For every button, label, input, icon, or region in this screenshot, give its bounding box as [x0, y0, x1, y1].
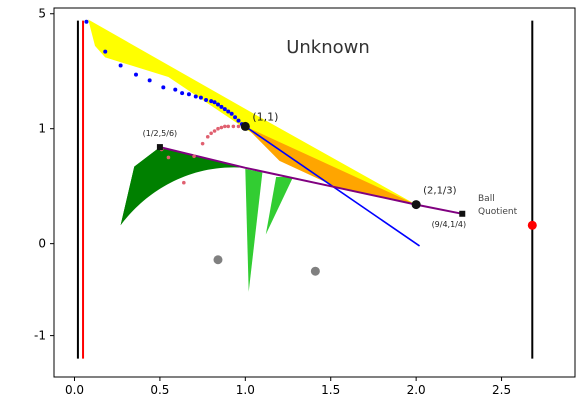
blue-point	[215, 102, 220, 107]
blue-point	[161, 85, 166, 90]
annotation-ball: Ball	[478, 194, 495, 204]
blue-point	[233, 115, 238, 120]
blue-point	[133, 72, 138, 77]
pink-point	[192, 154, 196, 159]
blue-point	[186, 92, 191, 97]
blue-point	[180, 91, 185, 96]
blue-point	[204, 97, 209, 102]
blue-point	[209, 99, 214, 104]
blue-point	[118, 63, 123, 68]
x-tick-label: 2.0	[407, 383, 426, 397]
point-label: (1/2,5/6)	[143, 129, 178, 138]
y-tick-label: -1	[34, 329, 46, 343]
green-region-edge	[120, 147, 160, 226]
blue-point	[219, 104, 224, 109]
point-1-1	[240, 121, 250, 131]
blue-point	[236, 118, 241, 123]
point-label: (1,1)	[252, 111, 278, 124]
blue-point	[173, 87, 178, 92]
blue-point	[147, 78, 152, 83]
red-point	[527, 220, 537, 230]
regions	[88, 19, 417, 292]
pink-point	[216, 126, 220, 131]
pink-point	[223, 124, 227, 129]
pink-point	[209, 131, 213, 136]
pink-point	[205, 134, 210, 139]
blue-point	[222, 107, 227, 112]
y-tick-label: 1	[38, 122, 46, 136]
lines	[76, 20, 534, 359]
gray-point	[310, 266, 320, 276]
point-label: (2,1/3)	[423, 186, 457, 197]
y-tick-label: 0	[38, 237, 46, 251]
x-tick-label: 2.5	[492, 383, 511, 397]
point-9-4-1-4	[459, 210, 466, 217]
x-axis-ticks: 0.0 0.5 1.0 1.5 2.0 2.5	[65, 377, 511, 397]
x-tick-label: 0.5	[150, 383, 169, 397]
point-2-1-3	[411, 200, 421, 210]
purple-line	[159, 146, 463, 215]
x-tick-label: 1.5	[321, 383, 340, 397]
x-tick-label: 0.0	[65, 383, 84, 397]
y-tick-label: 5	[38, 7, 46, 21]
blue-point	[226, 109, 231, 114]
light-green-spike-1	[245, 168, 263, 292]
orange-region	[245, 126, 417, 205]
y-axis-ticks: 0 1 5 -1	[34, 7, 54, 343]
pink-point	[212, 129, 217, 133]
pink-point	[219, 125, 224, 130]
blue-point	[193, 94, 198, 99]
point-1-2-5-6	[156, 144, 163, 151]
blue-point	[103, 49, 108, 54]
points	[84, 19, 537, 276]
pink-point	[236, 124, 241, 129]
blue-point	[229, 111, 234, 116]
pink-point	[226, 124, 231, 129]
point-label: (9/4,1/4)	[432, 220, 467, 229]
chart-title: Unknown	[286, 37, 370, 58]
blue-point	[212, 100, 217, 105]
blue-point	[84, 19, 89, 24]
pink-point	[166, 155, 171, 160]
gray-point	[213, 255, 223, 265]
annotation-quotient: Quotient	[478, 207, 518, 217]
green-region	[120, 147, 246, 226]
x-tick-label: 1.0	[236, 383, 255, 397]
pink-point	[200, 141, 205, 146]
pink-point	[231, 124, 236, 129]
plot-frame	[53, 7, 576, 378]
point-labels: (1,1) (1/2,5/6) (2,1/3) (9/4,1/4)	[143, 111, 466, 229]
blue-point	[198, 95, 203, 100]
pink-point	[182, 180, 186, 185]
light-green-spike-2	[265, 177, 294, 235]
